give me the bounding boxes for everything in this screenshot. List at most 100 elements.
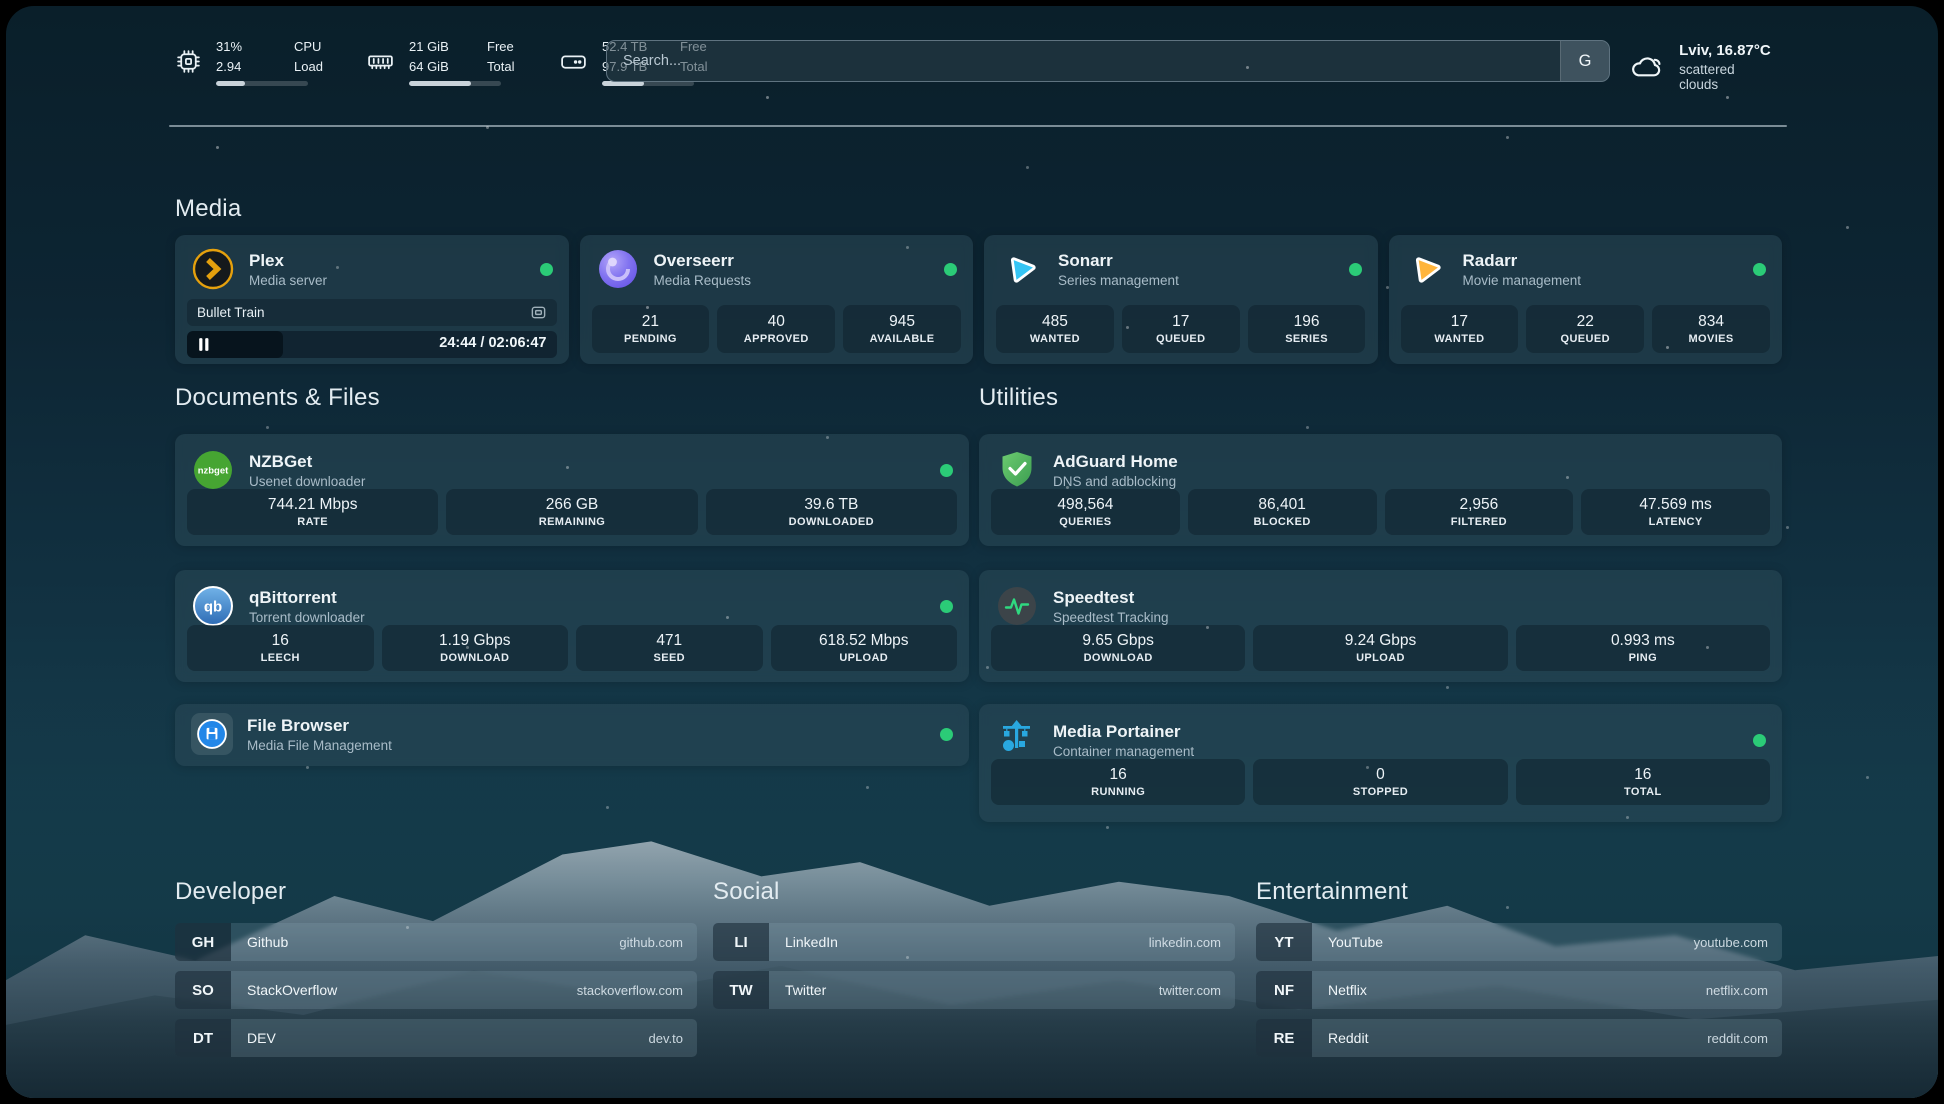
app-card-radarr[interactable]: Radarr Movie management 17 WANTED 22 QUEUE…: [1388, 235, 1782, 364]
app-card-adguard[interactable]: AdGuard Home DNS and adblocking 498,564 Q…: [979, 434, 1782, 546]
app-name: Overseerr: [653, 250, 734, 270]
stat-box: 498,564 QUERIES: [991, 489, 1180, 535]
bookmark-abbr: RE: [1256, 1019, 1312, 1057]
app-card-portainer[interactable]: Media Portainer Container management 16 R…: [979, 704, 1782, 822]
stat-box: 196 SERIES: [1247, 305, 1366, 353]
app-name: File Browser: [247, 715, 350, 735]
search-bar: G: [606, 40, 1610, 82]
app-stats: 17 WANTED 22 QUEUED 834 MOVIES: [1400, 305, 1771, 353]
app-card-nzbget[interactable]: nzbget NZBGet Usenet downloader 744.21 M…: [175, 434, 969, 546]
bookmark-twitter[interactable]: TW Twitter twitter.com: [713, 971, 1235, 1009]
bookmark-reddit[interactable]: RE Reddit reddit.com: [1256, 1019, 1782, 1057]
stat-box: 834 MOVIES: [1652, 305, 1770, 353]
app-desc: Media File Management: [247, 738, 392, 754]
bookmark-name: DEV: [247, 1030, 276, 1046]
svg-text:qb: qb: [204, 599, 222, 616]
bookmark-url: github.com: [619, 934, 683, 950]
app-name: Media Portainer: [1053, 721, 1181, 741]
memory-icon: [368, 55, 393, 70]
stat-box: 945 AVAILABLE: [843, 305, 961, 353]
bookmark-github[interactable]: GH Github github.com: [175, 923, 697, 961]
app-card-sonarr[interactable]: Sonarr Series management 485 WANTED 17 QUE…: [984, 235, 1378, 364]
memory-labels: Free Total: [487, 39, 515, 74]
app-name: Radarr: [1462, 250, 1518, 270]
status-dot: [1348, 262, 1362, 276]
memory-values: 21 GiB 64 GiB: [409, 37, 461, 76]
cpu-stat: 31% 2.94 CPU Load: [175, 37, 346, 86]
bookmark-abbr: NF: [1256, 971, 1312, 1009]
stat-box: 2,956 FILTERED: [1384, 489, 1574, 535]
app-desc: Container management: [1053, 744, 1195, 760]
radarr-icon: [1405, 247, 1449, 291]
stat-box: 39.6 TB DOWNLOADED: [705, 489, 957, 535]
plex-icon: [191, 247, 235, 291]
bookmark-dev-to[interactable]: DT DEV dev.to: [175, 1019, 697, 1057]
bookmark-url: stackoverflow.com: [576, 982, 683, 998]
stat-box: 744.21 Mbps RATE: [187, 489, 439, 535]
memory-progress-bar: [409, 81, 501, 86]
app-card-filebrowser[interactable]: File Browser Media File Management: [175, 704, 969, 766]
search-engine-button[interactable]: G: [1560, 41, 1609, 81]
bookmark-netflix[interactable]: NF Netflix netflix.com: [1256, 971, 1782, 1009]
stat-box: 471 SEED: [576, 625, 763, 671]
stat-box: 0.993 ms PING: [1515, 625, 1770, 671]
cpu-icon: [177, 50, 200, 73]
stat-box: 9.24 Gbps UPLOAD: [1253, 625, 1508, 671]
app-stats: 498,564 QUERIES 86,401 BLOCKED 2,956 FILTER…: [991, 489, 1770, 535]
app-name: AdGuard Home: [1053, 451, 1178, 471]
bookmark-name: YouTube: [1328, 934, 1384, 950]
memory-total: 64 GiB: [409, 58, 449, 74]
pause-button[interactable]: [196, 337, 211, 357]
app-desc: Series management: [1058, 273, 1179, 289]
dashboard-screen: 31% 2.94 CPU Load: [6, 6, 1938, 1098]
app-desc: Movie management: [1462, 273, 1582, 289]
search-input[interactable]: [607, 53, 1560, 69]
app-card-overseerr[interactable]: Overseerr Media Requests 21 PENDING 40 APP…: [579, 235, 973, 364]
bookmark-url: netflix.com: [1705, 982, 1768, 998]
stat-box: 86,401 BLOCKED: [1187, 489, 1377, 535]
disk-icon: [561, 55, 586, 69]
bookmark-linkedin[interactable]: LI LinkedIn linkedin.com: [713, 923, 1235, 961]
bookmark-url: dev.to: [648, 1030, 683, 1046]
app-stats: 16 RUNNING 0 STOPPED 16 TOTAL: [991, 759, 1770, 805]
memory-free: 21 GiB: [409, 39, 449, 54]
snow-flakes: [6, 6, 9, 9]
stat-box: 16 RUNNING: [991, 759, 1246, 805]
stat-box: 47.569 ms LATENCY: [1581, 489, 1770, 535]
app-stats: 21 PENDING 40 APPROVED 945 AVAILABLE: [591, 305, 962, 353]
bookmark-youtube[interactable]: YT YouTube youtube.com: [1256, 923, 1782, 961]
stat-box: 618.52 Mbps UPLOAD: [770, 625, 957, 671]
app-card-plex[interactable]: Plex Media server Bullet Train 24:44 / 0…: [175, 235, 569, 364]
memory-stat: 21 GiB 64 GiB Free Total: [366, 37, 539, 86]
app-desc: Media Requests: [653, 273, 752, 289]
bookmark-url: linkedin.com: [1148, 934, 1221, 950]
app-stats: 9.65 Gbps DOWNLOAD 9.24 Gbps UPLOAD 0.993 …: [991, 625, 1770, 671]
app-desc: DNS and adblocking: [1053, 474, 1177, 490]
app-card-qbittorrent[interactable]: qb qBittorrent Torrent downloader 16 LEEC…: [175, 570, 969, 682]
stat-box: 21 PENDING: [591, 305, 710, 353]
cpu-percent: 31%: [216, 39, 243, 54]
bookmark-name: Netflix: [1328, 982, 1367, 998]
bookmark-url: reddit.com: [1707, 1030, 1768, 1046]
cpu-values: 31% 2.94: [216, 37, 268, 76]
overseerr-icon: [596, 247, 640, 291]
stat-box: 485 WANTED: [996, 305, 1114, 353]
status-dot: [1753, 262, 1766, 276]
cloud-icon: [1632, 57, 1661, 77]
cpu-progress-bar: [216, 81, 308, 86]
app-name: Plex: [249, 250, 284, 270]
bookmark-stackoverflow[interactable]: SO StackOverflow stackoverflow.com: [175, 971, 697, 1009]
top-bar: 31% 2.94 CPU Load: [175, 32, 1775, 92]
qbittorrent-icon: qb: [191, 584, 235, 628]
section-title-entertainment: Entertainment: [1256, 878, 1409, 905]
status-dot: [940, 463, 953, 477]
app-stats: 744.21 Mbps RATE 266 GB REMAINING 39.6 TB D…: [187, 489, 957, 535]
app-desc: Torrent downloader: [249, 610, 365, 626]
weather-location-temp: Lviv, 16.87°C: [1679, 42, 1771, 59]
bookmark-name: Reddit: [1328, 1030, 1369, 1046]
section-title-utilities: Utilities: [979, 384, 1059, 411]
app-card-speedtest[interactable]: Speedtest Speedtest Tracking 9.65 Gbps DO…: [979, 570, 1782, 682]
app-desc: Speedtest Tracking: [1053, 610, 1169, 626]
bookmark-abbr: GH: [175, 923, 231, 961]
adguard-icon: [995, 448, 1039, 492]
